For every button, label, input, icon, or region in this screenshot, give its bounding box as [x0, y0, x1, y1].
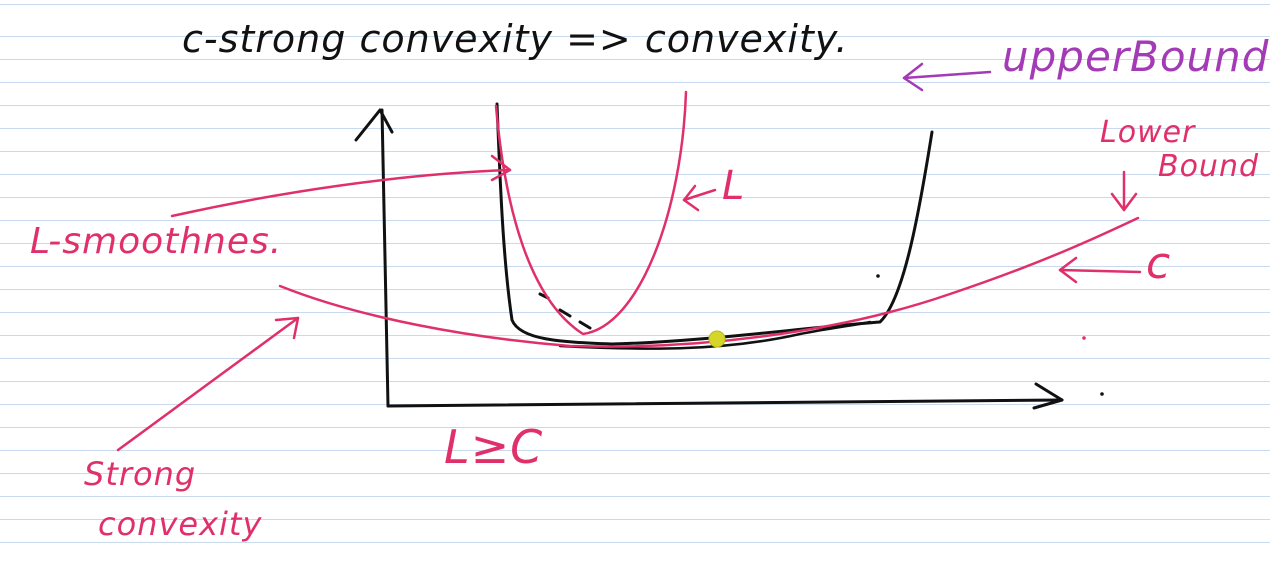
- l-curve-label: L: [722, 163, 746, 209]
- title-text: c-strong convexity => convexity.: [182, 17, 849, 61]
- lower-bound-label-line2: Bound: [1158, 149, 1260, 184]
- l-smoothness-label: L-smoothnes.: [30, 221, 283, 262]
- c-parabola-curve: [278, 216, 1140, 348]
- inequality-label: L≥C: [444, 420, 544, 474]
- convex-function-curve: [495, 102, 934, 346]
- strong-convexity-label-line2: convexity: [98, 505, 263, 543]
- l-smoothness-arrow: [170, 168, 512, 218]
- l-label-arrowhead: [682, 184, 700, 212]
- minimum-point: [708, 330, 726, 348]
- l-label-arrow: [682, 188, 717, 202]
- c-curve-label: c: [1146, 238, 1172, 289]
- stray-dot: [1082, 336, 1086, 340]
- l-parabola-curve: [494, 90, 688, 336]
- lower-bound-down-arrowhead: [1110, 192, 1138, 212]
- l-smoothness-arrowhead: [490, 154, 512, 182]
- strong-convexity-label-line1: Strong: [84, 455, 197, 493]
- c-label-arrowhead: [1058, 256, 1078, 284]
- c-label-arrow: [1058, 268, 1142, 274]
- y-axis: [380, 108, 390, 408]
- lower-bound-label-line1: Lower: [1100, 115, 1196, 150]
- convex-function-bottom-stroke: [558, 320, 872, 350]
- stray-dot: [876, 274, 880, 278]
- upper-bound-label: upperBound: [1002, 32, 1270, 81]
- x-axis: [386, 398, 1064, 408]
- strong-convexity-arrow: [116, 316, 300, 452]
- x-axis-arrowhead: [1032, 382, 1064, 410]
- upper-bound-arrow: [902, 70, 992, 80]
- y-axis-arrowhead: [354, 108, 394, 142]
- upper-bound-arrowhead: [902, 62, 924, 92]
- stray-dot: [1100, 392, 1104, 396]
- strong-convexity-arrowhead: [274, 316, 300, 340]
